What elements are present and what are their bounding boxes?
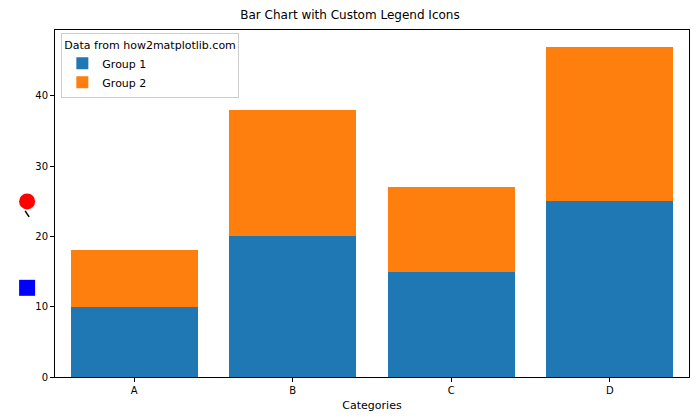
svg-text:D: D [606,385,614,396]
svg-text:A: A [131,385,138,396]
svg-text:20: 20 [35,231,48,242]
svg-text:C: C [448,385,455,396]
svg-text:0: 0 [42,372,48,383]
svg-text:Group 1: Group 1 [102,58,146,71]
svg-text:10: 10 [35,301,48,312]
svg-text:Group 2: Group 2 [102,77,146,90]
svg-text:B: B [289,385,296,396]
svg-text:Categories: Categories [342,399,402,412]
svg-text:Bar Chart with Custom Legend I: Bar Chart with Custom Legend Icons [240,8,459,22]
svg-text:40: 40 [35,90,48,101]
svg-text:Data from how2matplotlib.com: Data from how2matplotlib.com [64,39,236,52]
svg-text:30: 30 [35,161,48,172]
